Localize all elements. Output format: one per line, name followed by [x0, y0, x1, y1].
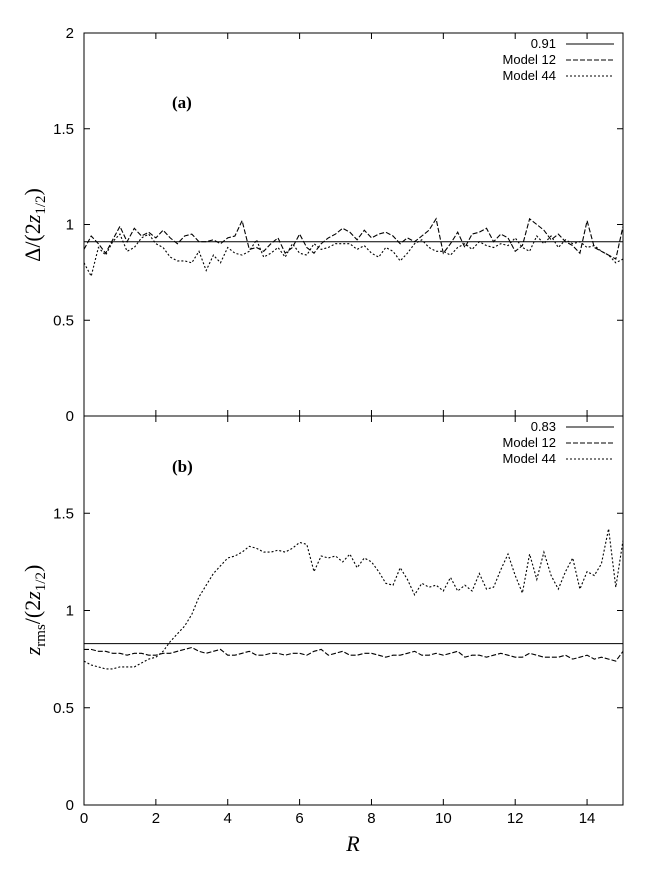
- series-line-model-44: [83, 233, 624, 278]
- y-tick-label: 1: [66, 217, 74, 234]
- legend-label: Model 44: [503, 68, 556, 83]
- x-axis-label: R: [345, 831, 360, 856]
- x-tick-label: 0: [80, 810, 88, 827]
- series-line-model-12: [84, 646, 624, 662]
- y-tick-label: 2: [66, 25, 74, 42]
- series-line-model-12: [83, 217, 624, 260]
- legend-label: 0.91: [531, 36, 556, 51]
- y-tick-label: 1.5: [53, 121, 74, 138]
- y-tick-label: 0.5: [53, 700, 74, 717]
- series-line-model-44: [83, 528, 624, 670]
- y-tick-label: 0: [66, 797, 74, 814]
- x-tick-label: 2: [152, 810, 160, 827]
- legend-label: 0.83: [531, 419, 556, 434]
- series-layer: [83, 217, 624, 670]
- ticks-layer: 0 0.5 1 1.5 2 0 0.5 1 1.5 0 2 4 6 8 10 12 14: [53, 25, 623, 827]
- legend-label: Model 12: [503, 52, 556, 67]
- y-tick-label: 1: [66, 603, 74, 620]
- x-tick-label: 14: [579, 810, 596, 827]
- panel-b-frame: [83, 415, 624, 806]
- x-tick-label: 10: [435, 810, 452, 827]
- panel-a-frame: [83, 32, 624, 417]
- legend-label: Model 12: [503, 435, 556, 450]
- x-tick-label: 12: [507, 810, 524, 827]
- x-tick-label: 8: [367, 810, 375, 827]
- x-tick-label: 6: [295, 810, 303, 827]
- y-tick-label: 0.5: [53, 312, 74, 329]
- panel-a-label: (a): [172, 93, 192, 112]
- panel-b-ylabel: zrms/(2z1/2): [20, 565, 49, 657]
- panel-b-label: (b): [172, 457, 193, 476]
- y-tick-label: 0: [66, 408, 74, 425]
- panel-a-ylabel: Δ/(2z1/2): [20, 188, 49, 262]
- x-tick-label: 4: [224, 810, 232, 827]
- legend-label: Model 44: [503, 451, 556, 466]
- y-tick-label: 1.5: [53, 505, 74, 522]
